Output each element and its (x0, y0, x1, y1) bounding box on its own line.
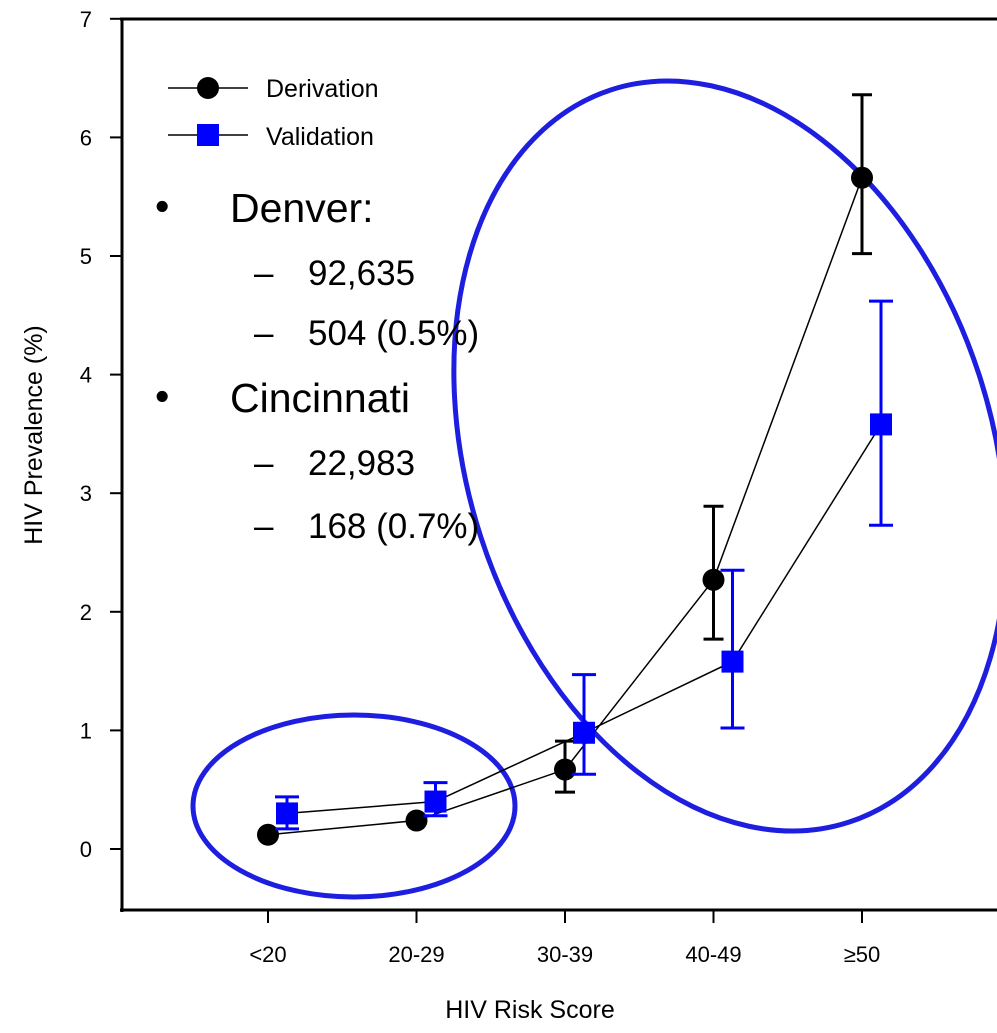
legend-derivation-label: Derivation (266, 75, 379, 103)
data-point (722, 651, 744, 673)
cincinnati-positive: 168 (0.7%) (308, 507, 479, 546)
y-axis-title: HIV Prevalence (%) (20, 325, 48, 545)
x-tick-label: 30-39 (537, 942, 593, 967)
low-risk-group-ellipse (193, 715, 515, 897)
x-tick-label: 40-49 (685, 942, 741, 967)
data-point (425, 791, 447, 813)
x-axis-ticks: <20 20-29 30-39 40-49 ≥50 (249, 910, 880, 967)
legend-validation-label: Validation (266, 123, 374, 151)
error-bar (869, 301, 893, 525)
y-tick-label: 2 (80, 600, 92, 625)
x-tick-label: ≥50 (844, 942, 881, 967)
denver-total: 92,635 (308, 254, 415, 293)
legend: Derivation Validation (168, 75, 379, 151)
x-tick-label: <20 (249, 942, 286, 967)
data-point (276, 802, 298, 824)
y-tick-label: 3 (80, 481, 92, 506)
high-risk-group-ellipse (362, 9, 997, 903)
data-point (870, 413, 892, 435)
site-cincinnati-label: Cincinnati (230, 375, 410, 421)
y-tick-label: 7 (80, 7, 92, 32)
data-point (573, 722, 595, 744)
data-point (703, 569, 725, 591)
data-point (406, 810, 428, 832)
data-point (851, 167, 873, 189)
y-tick-label: 1 (80, 718, 92, 743)
dash-cincinnati-1: – (254, 444, 274, 483)
legend-validation-marker (197, 124, 219, 146)
y-tick-label: 5 (80, 244, 92, 269)
legend-derivation-marker (197, 77, 219, 99)
data-point (554, 759, 576, 781)
y-tick-label: 4 (80, 363, 92, 388)
dash-cincinnati-2: – (254, 507, 274, 546)
bullet-cincinnati: • (155, 373, 169, 419)
cincinnati-total: 22,983 (308, 444, 415, 483)
y-tick-label: 6 (80, 125, 92, 150)
y-axis-ticks: 0 1 2 3 4 5 6 7 (80, 7, 122, 862)
dash-denver-2: – (254, 314, 274, 353)
site-annotations: • Denver: – 92,635 – 504 (0.5%) • Cincin… (155, 183, 479, 546)
dash-denver-1: – (254, 254, 274, 293)
bullet-denver: • (155, 183, 169, 229)
y-tick-label: 0 (80, 837, 92, 862)
site-denver-label: Denver: (230, 185, 374, 231)
x-axis-title: HIV Risk Score (445, 996, 614, 1024)
data-point (257, 824, 279, 846)
denver-positive: 504 (0.5%) (308, 314, 479, 353)
x-tick-label: 20-29 (388, 942, 444, 967)
